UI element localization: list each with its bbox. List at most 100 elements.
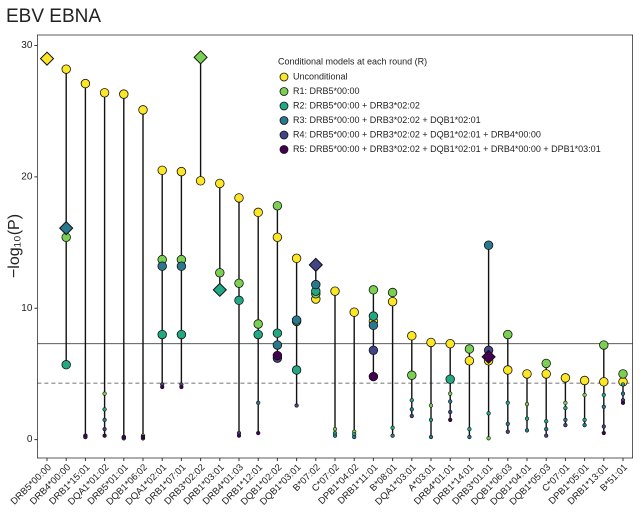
minor-point <box>352 434 357 440</box>
point <box>330 286 340 296</box>
point <box>464 344 475 354</box>
minor-point <box>102 407 107 412</box>
minor-point <box>409 413 414 419</box>
minor-point <box>467 434 472 440</box>
minor-point <box>601 430 606 436</box>
point <box>234 193 244 203</box>
point <box>234 278 244 288</box>
y-tick-label: 20 <box>21 172 33 183</box>
legend-label: Unconditional <box>293 71 348 81</box>
minor-point <box>83 433 88 438</box>
minor-point <box>620 400 626 405</box>
legend-title: Conditional models at each round (R) <box>278 56 427 66</box>
minor-point <box>332 433 338 438</box>
minor-point <box>294 403 299 408</box>
minor-point <box>236 433 242 438</box>
point <box>445 339 455 349</box>
minor-point <box>544 419 549 424</box>
minor-point <box>486 436 491 441</box>
minor-point <box>160 384 165 390</box>
minor-point <box>102 426 107 432</box>
minor-point <box>390 433 395 438</box>
minor-point <box>601 392 606 398</box>
point <box>272 328 283 338</box>
lead-diamond <box>39 51 55 66</box>
point <box>157 165 167 176</box>
lead-diamond <box>212 282 228 298</box>
point <box>311 279 321 290</box>
minor-point <box>544 426 549 432</box>
minor-point <box>563 400 568 405</box>
point <box>541 369 551 379</box>
minor-point <box>505 400 510 405</box>
point <box>99 88 110 98</box>
point <box>599 377 609 387</box>
minor-point <box>428 434 434 440</box>
point <box>407 370 417 380</box>
point <box>291 365 302 375</box>
minor-point <box>428 403 434 408</box>
point <box>426 337 436 348</box>
legend-swatch <box>279 130 289 140</box>
point <box>541 358 551 369</box>
point <box>272 232 283 243</box>
chart-title: EBV EBNA <box>6 6 101 27</box>
minor-point <box>620 391 626 396</box>
point <box>215 268 225 278</box>
lead-diamond <box>58 220 74 236</box>
minor-point <box>505 429 510 434</box>
minor-point <box>448 399 453 404</box>
minor-point <box>467 426 472 432</box>
y-tick-label: 30 <box>21 40 33 51</box>
point <box>349 307 359 317</box>
minor-point <box>102 391 107 396</box>
point <box>368 285 379 295</box>
legend-label: R3: DRB5*00:00 + DRB3*02:02 + DQB1*02:01 <box>293 115 481 125</box>
minor-point <box>448 417 453 423</box>
point <box>291 253 302 264</box>
legend-swatch <box>279 116 289 125</box>
point <box>253 207 263 218</box>
point <box>176 329 187 340</box>
point <box>522 369 532 379</box>
point <box>272 201 283 211</box>
minor-point <box>544 433 549 438</box>
point <box>253 329 263 340</box>
legend-label: R2: DRB5*00:00 + DRB3*02:02 <box>293 100 420 110</box>
point <box>272 340 283 350</box>
point <box>368 320 379 331</box>
minor-point <box>620 382 626 387</box>
minor-point <box>409 398 414 403</box>
y-tick-label: 0 <box>27 434 33 445</box>
point <box>407 331 417 341</box>
point <box>215 178 225 189</box>
minor-point <box>448 409 453 415</box>
point <box>80 78 91 89</box>
minor-point <box>582 423 587 428</box>
minor-point <box>390 425 395 430</box>
minor-point <box>256 400 261 405</box>
point <box>560 373 571 383</box>
point <box>599 340 609 350</box>
point <box>119 89 129 99</box>
minor-point <box>524 416 530 421</box>
y-axis-label: −log₁₀(P) <box>6 214 23 278</box>
legend-swatch <box>279 101 289 111</box>
minor-point <box>582 392 587 398</box>
minor-point <box>448 391 453 396</box>
minor-point <box>409 407 414 412</box>
minor-point <box>601 404 606 409</box>
point <box>234 295 244 306</box>
point <box>61 360 71 370</box>
point <box>387 296 398 307</box>
point <box>368 311 379 321</box>
point <box>157 261 167 271</box>
point <box>138 105 148 115</box>
point <box>387 287 398 298</box>
legend-label: R4: DRB5*00:00 + DRB3*02:02 + DQB1*02:01… <box>293 129 541 139</box>
legend-label: R5: DRB5*00:00 + DRB3*02:02 + DQB1*02:01… <box>293 144 601 154</box>
minor-point <box>332 426 338 432</box>
y-tick-label: 10 <box>21 303 33 314</box>
